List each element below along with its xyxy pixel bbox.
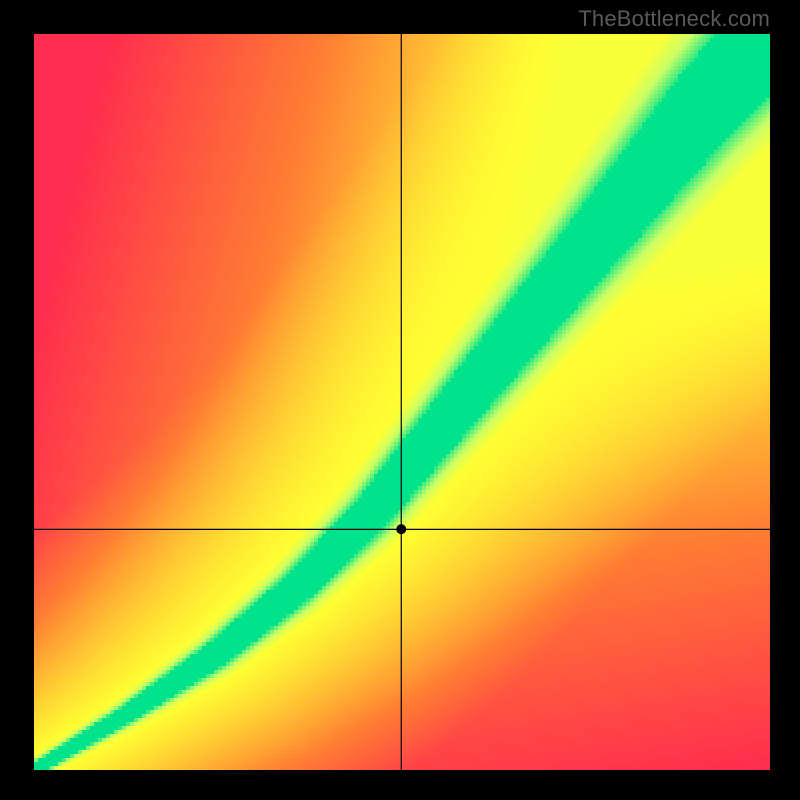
chart-container: { "attribution": { "text": "TheBottlenec… — [0, 0, 800, 800]
attribution-text: TheBottleneck.com — [578, 6, 770, 32]
crosshair-overlay — [0, 0, 800, 800]
